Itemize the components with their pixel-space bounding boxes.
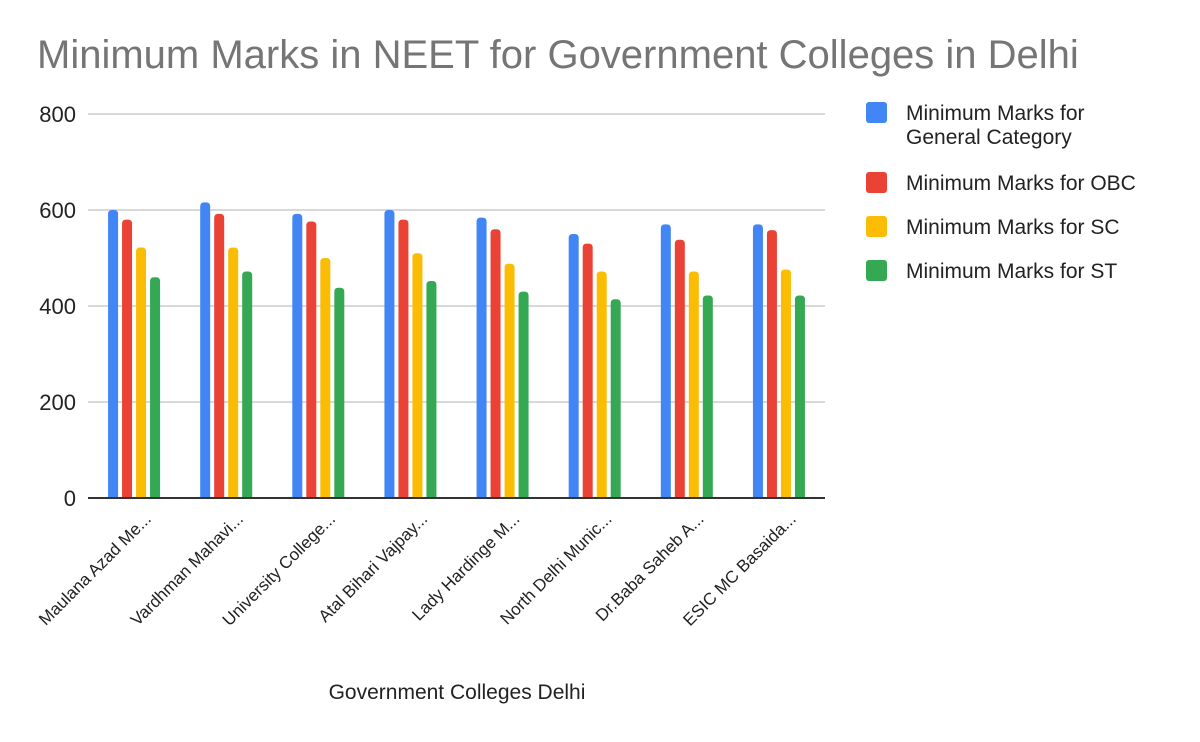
y-tick-label: 0 — [64, 486, 76, 511]
legend-label: Minimum Marks for General Category — [906, 102, 1085, 149]
bar-2-category-5 — [490, 229, 501, 498]
bar-1-category-7 — [660, 224, 671, 498]
y-tick-label: 600 — [39, 198, 76, 223]
bar-2-category-3 — [306, 221, 317, 498]
bar-3-category-6 — [596, 271, 607, 498]
y-tick-label: 800 — [39, 102, 76, 127]
bar-2-category-1 — [122, 219, 133, 498]
bar-3-category-5 — [504, 263, 515, 498]
bar-2-category-8 — [766, 230, 777, 498]
bar-4-category-5 — [518, 291, 529, 498]
bar-1-category-2 — [200, 202, 211, 498]
y-tick-label: 400 — [39, 294, 76, 319]
legend-swatch — [866, 216, 887, 237]
bar-3-category-3 — [320, 258, 331, 498]
bar-3-category-8 — [780, 269, 791, 498]
chart-title: Minimum Marks in NEET for Government Col… — [37, 33, 1079, 77]
bar-3-category-1 — [136, 247, 147, 498]
bar-2-category-7 — [674, 239, 685, 498]
bar-1-category-4 — [384, 210, 395, 498]
gridlines — [88, 113, 825, 403]
y-tick-label: 200 — [39, 390, 76, 415]
legend-swatch — [866, 260, 887, 281]
bar-4-category-6 — [610, 299, 621, 498]
bar-4-category-8 — [794, 295, 805, 498]
legend-label: Minimum Marks for ST — [906, 260, 1117, 283]
bar-2-category-6 — [582, 243, 593, 498]
bar-3-category-2 — [228, 247, 239, 498]
bar-4-category-7 — [702, 295, 713, 498]
bar-1-category-6 — [568, 234, 579, 498]
legend: Minimum Marks for General Category Minimum… — [866, 102, 1136, 283]
y-tick-labels: 0 200 400 600 800 — [39, 102, 76, 511]
bar-3-category-4 — [412, 253, 423, 498]
bar-3-category-7 — [688, 271, 699, 498]
bar-4-category-4 — [426, 281, 437, 498]
legend-swatch — [866, 172, 887, 193]
bar-1-category-8 — [752, 224, 763, 498]
bars — [108, 202, 805, 498]
bar-1-category-3 — [292, 213, 303, 498]
x-tick-labels: Maulana Azad Me...Vardhman Mahavi...Univ… — [35, 509, 800, 629]
legend-swatch — [866, 102, 887, 123]
x-axis-label: Government Colleges Delhi — [329, 681, 586, 704]
bar-1-category-5 — [476, 217, 487, 498]
bar-2-category-2 — [214, 213, 225, 498]
bar-1-category-1 — [108, 210, 119, 498]
bar-4-category-2 — [242, 271, 253, 498]
bar-2-category-4 — [398, 219, 409, 498]
bar-4-category-3 — [334, 287, 345, 498]
legend-label: Minimum Marks for SC — [906, 216, 1120, 239]
bar-4-category-1 — [150, 277, 161, 498]
legend-label: Minimum Marks for OBC — [906, 172, 1136, 195]
